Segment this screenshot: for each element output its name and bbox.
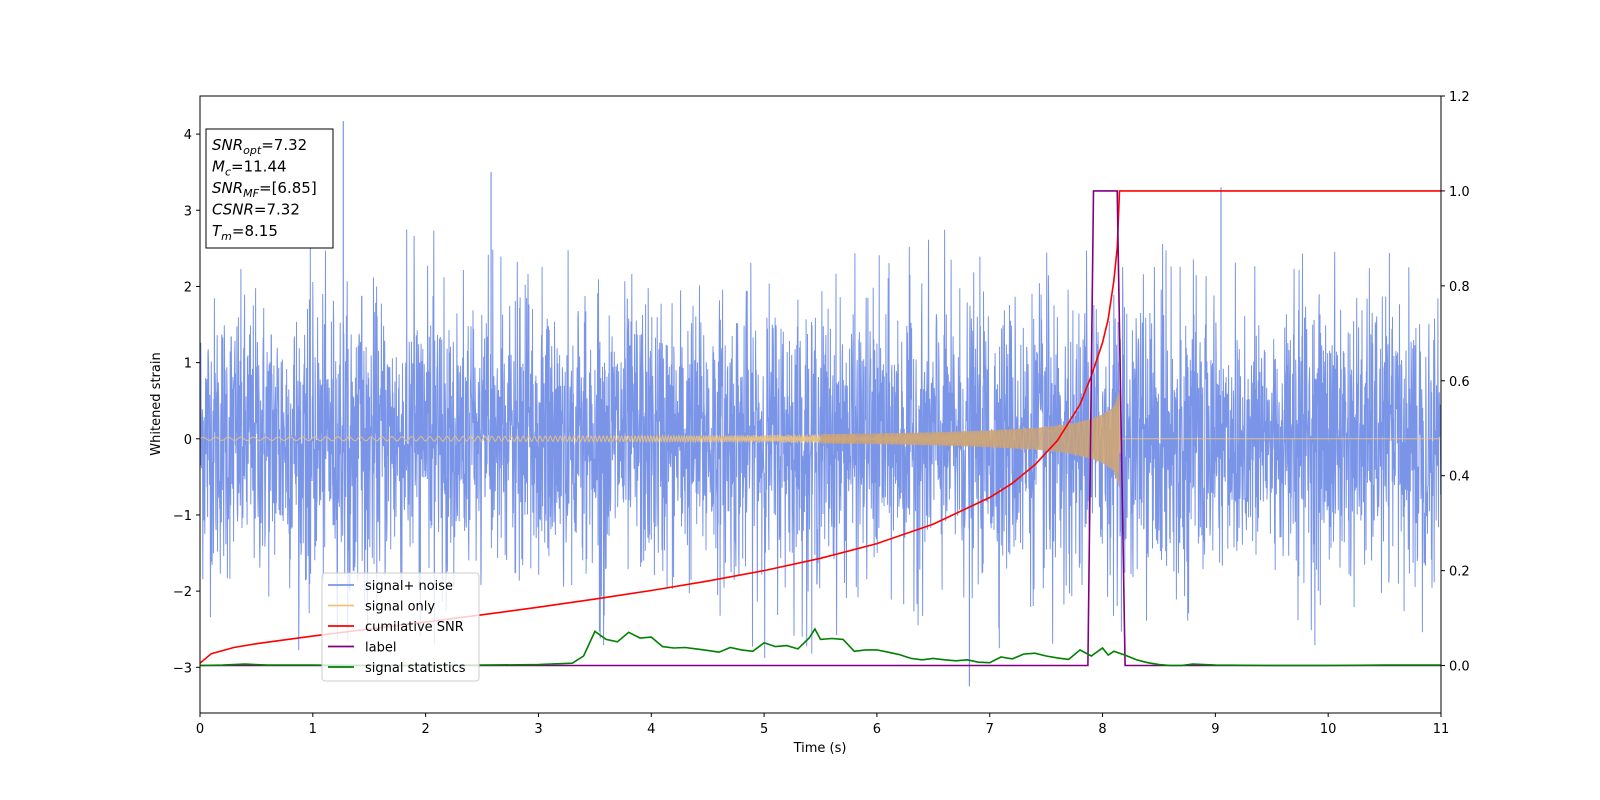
y2-tick-label: 0.8 — [1449, 280, 1470, 295]
legend-label: signal statistics — [365, 661, 466, 676]
x-tick-label: 9 — [1211, 722, 1219, 737]
y-axis-left: 4 3 2 1 0 −1 −2 −3 — [173, 128, 200, 676]
info-line: Mc=11.44 — [212, 158, 287, 179]
plot-area — [200, 121, 1441, 687]
y-tick-label: 2 — [184, 280, 192, 295]
legend-label: signal+ noise — [365, 579, 453, 594]
y-tick-label: 3 — [184, 204, 192, 219]
x-tick-label: 0 — [196, 722, 204, 737]
x-tick-label: 1 — [309, 722, 317, 737]
x-axis: 0 1 2 3 4 5 6 7 8 9 10 11 — [196, 713, 1449, 737]
legend-label: label — [365, 641, 396, 656]
y-tick-label: −2 — [173, 585, 192, 600]
x-axis-label: Time (s) — [793, 741, 847, 756]
info-line: SNRMF=[6.85] — [212, 179, 317, 200]
x-tick-label: 4 — [647, 722, 655, 737]
info-line: CSNR=7.32 — [212, 201, 300, 219]
legend-frame — [321, 572, 480, 682]
info-box-frame — [205, 128, 334, 249]
y2-tick-label: 0.2 — [1449, 565, 1470, 580]
x-tick-label: 3 — [534, 722, 542, 737]
legend-label: cumilative SNR — [365, 620, 464, 635]
series-signal-plus-noise — [200, 121, 1441, 687]
info-line: Tm=8.15 — [212, 222, 278, 243]
y-axis-label: Whitened strain — [149, 352, 164, 455]
noise-line — [200, 229, 1441, 659]
y2-tick-label: 0.4 — [1449, 470, 1470, 485]
info-line: SNRopt=7.32 — [212, 136, 307, 157]
y-tick-label: −3 — [173, 661, 192, 676]
y2-tick-label: 0.0 — [1449, 660, 1470, 675]
y2-tick-label: 0.6 — [1449, 375, 1470, 390]
y-tick-label: 4 — [184, 128, 192, 143]
y-tick-label: −1 — [173, 509, 192, 524]
y-axis-right: 1.2 1.0 0.8 0.6 0.4 0.2 0.0 — [1441, 90, 1470, 675]
plot-frame — [199, 95, 1442, 714]
y-tick-label: 0 — [184, 433, 192, 448]
legend-label: signal only — [365, 600, 435, 615]
x-tick-label: 5 — [760, 722, 768, 737]
x-tick-label: 7 — [986, 722, 994, 737]
signal-only-envelope — [820, 389, 1120, 489]
x-tick-label: 11 — [1433, 722, 1450, 737]
series-signal-statistics — [200, 627, 1441, 667]
x-tick-label: 8 — [1098, 722, 1106, 737]
x-tick-label: 2 — [421, 722, 429, 737]
legend: signal+ noise signal only cumilative SNR la… — [321, 572, 480, 682]
x-tick-label: 6 — [873, 722, 881, 737]
y2-tick-label: 1.0 — [1449, 185, 1470, 200]
series-signal-only — [200, 389, 1441, 489]
y-tick-label: 1 — [184, 357, 192, 372]
info-box: SNRopt=7.32Mc=11.44SNRMF=[6.85]CSNR=7.32… — [205, 128, 334, 249]
stats-line — [200, 627, 1441, 667]
x-tick-label: 10 — [1320, 722, 1337, 737]
y2-tick-label: 1.2 — [1449, 90, 1470, 105]
